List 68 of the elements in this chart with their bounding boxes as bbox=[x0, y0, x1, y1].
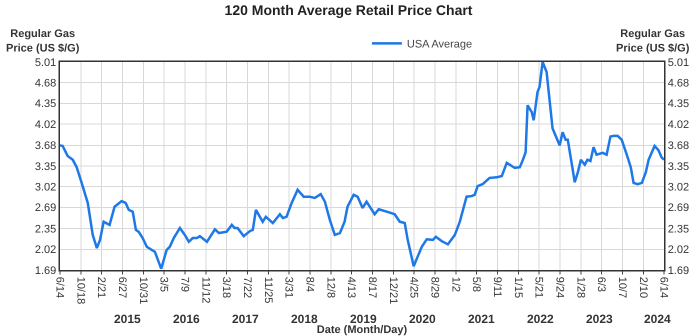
x-tick-label: 10/7 bbox=[616, 276, 628, 298]
x-tick-label: 6/14 bbox=[53, 276, 66, 298]
x-tick-label: 11/12 bbox=[199, 276, 212, 304]
y2-tick-label: 2.02 bbox=[668, 244, 690, 256]
y-axis-title: Regular Gas Price (US $/G) bbox=[6, 28, 80, 54]
y2-tick-label: 4.68 bbox=[668, 78, 690, 90]
y-tick-label: 4.02 bbox=[34, 118, 56, 131]
y-tick-label: 3.02 bbox=[34, 182, 56, 194]
text: 2022 bbox=[527, 312, 554, 326]
chart-title: 120 Month Average Retail Price Chart bbox=[224, 2, 473, 18]
y-tick-label: 2.35 bbox=[34, 224, 56, 236]
x-tick-label: 6/3 bbox=[595, 276, 608, 292]
text: 2015 bbox=[114, 312, 142, 326]
y2-tick-label: 2.69 bbox=[668, 202, 690, 214]
y2-tick-label: 3.35 bbox=[668, 160, 690, 173]
x-tick-label: 1/15 bbox=[512, 276, 524, 298]
x-tick-label: 2/21 bbox=[95, 276, 108, 298]
y-tick-label: 2.69 bbox=[34, 202, 56, 214]
x-tick-label: 3/18 bbox=[220, 276, 232, 298]
x-tick-label: 8/29 bbox=[428, 276, 440, 298]
x-tick-label: 6/27 bbox=[116, 276, 128, 298]
x-tick-label: 12/8 bbox=[324, 276, 336, 298]
y2-tick-label: 4.02 bbox=[668, 118, 690, 131]
line-series bbox=[60, 62, 664, 270]
text: 2019 bbox=[350, 312, 378, 326]
text: 2024 bbox=[644, 312, 672, 326]
x-tick-label: 5/8 bbox=[470, 276, 482, 292]
y2-tick-label: 1.69 bbox=[668, 264, 690, 277]
x-tick-label: 12/21 bbox=[386, 276, 399, 304]
x-tick-label: 3/5 bbox=[158, 276, 170, 292]
y2-tick-label: 4.35 bbox=[668, 98, 690, 110]
y-tick-label: 4.35 bbox=[34, 98, 56, 110]
x-tick-label: 2/10 bbox=[636, 276, 649, 298]
y2-tick-label: 5.01 bbox=[668, 56, 690, 69]
x-tick-label: 11/25 bbox=[262, 276, 274, 304]
y2-tick-label: 3.68 bbox=[668, 140, 690, 152]
x-tick-label: 10/18 bbox=[74, 276, 86, 304]
y-tick-label: 4.68 bbox=[34, 78, 56, 90]
x-tick-label: 3/31 bbox=[282, 276, 295, 298]
x-tick-label: 1/2 bbox=[449, 276, 462, 292]
y-tick-label: 2.02 bbox=[34, 244, 56, 256]
y2-tick-label: 3.02 bbox=[668, 182, 690, 194]
text: 2017 bbox=[232, 312, 260, 326]
x-tick-label: 9/24 bbox=[553, 276, 566, 298]
x-tick-label: 4/13 bbox=[345, 276, 358, 298]
y-tick-label: 1.69 bbox=[34, 264, 56, 277]
x-tick-label: 1/28 bbox=[574, 276, 586, 298]
y2-axis-title: Regular Gas Price (US $/G) bbox=[616, 28, 690, 54]
x-tick-label: 8/17 bbox=[366, 276, 378, 298]
legend-label: USA Average bbox=[406, 38, 472, 51]
text: 2023 bbox=[586, 312, 614, 326]
y-tick-label: 5.01 bbox=[34, 56, 56, 69]
text: 2018 bbox=[291, 312, 318, 326]
text: 2020 bbox=[409, 312, 436, 326]
x-tick-label: 6/14 bbox=[657, 276, 670, 298]
x-tick-label: 4/25 bbox=[408, 276, 420, 298]
text: 2021 bbox=[468, 312, 496, 326]
x-tick-label: 9/11 bbox=[490, 276, 503, 298]
x-tick-label: 7/9 bbox=[178, 276, 190, 292]
text: 2016 bbox=[173, 312, 200, 326]
x-tick-label: 5/21 bbox=[532, 276, 545, 298]
y2-tick-label: 2.35 bbox=[668, 224, 690, 236]
x-tick-label: 8/4 bbox=[303, 276, 316, 292]
x-tick-label: 10/31 bbox=[136, 276, 149, 304]
y-tick-label: 3.68 bbox=[34, 140, 56, 152]
x-axis-title: Date (Month/Day) bbox=[316, 324, 408, 336]
x-tick-label: 7/22 bbox=[240, 276, 253, 298]
y-tick-label: 3.35 bbox=[34, 160, 56, 173]
